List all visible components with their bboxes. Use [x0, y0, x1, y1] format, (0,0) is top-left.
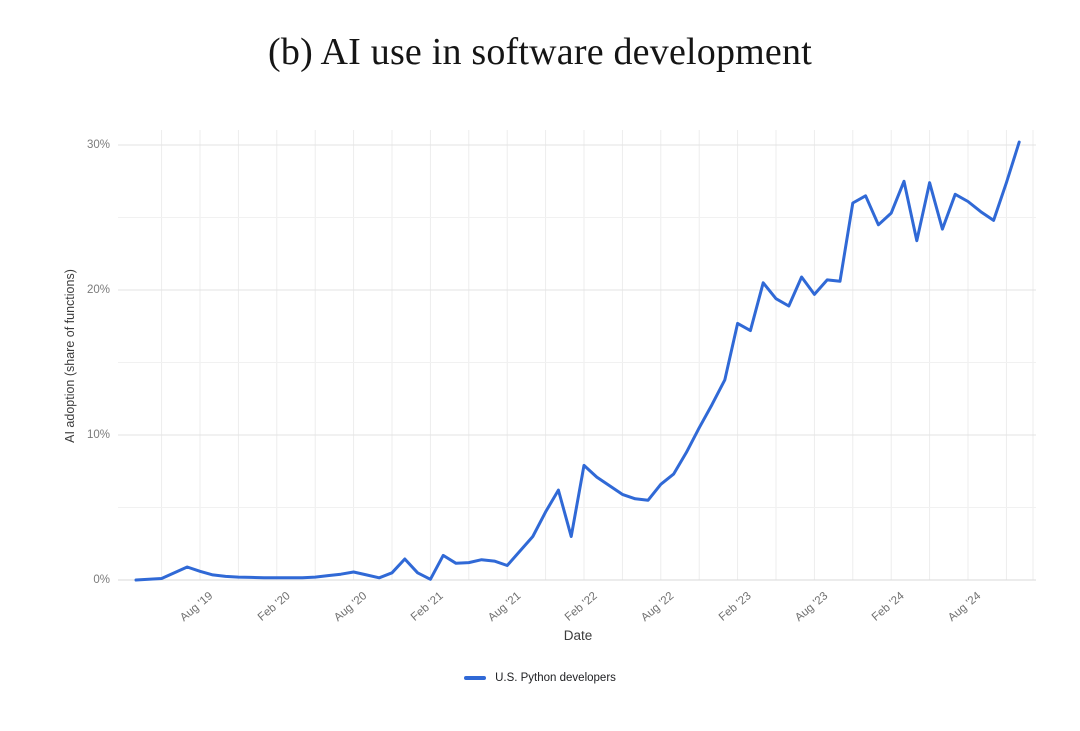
- y-tick-label: 20%: [86, 284, 110, 296]
- y-tick-label: 30%: [86, 139, 110, 151]
- x-axis-title: Date: [563, 628, 593, 643]
- y-tick-label: 10%: [86, 429, 110, 441]
- data-line-us-python-developers: [134, 140, 1021, 582]
- legend-label: U.S. Python developers: [495, 672, 616, 684]
- legend-line-swatch: [464, 676, 487, 680]
- chart-title: (b) AI use in software development: [268, 31, 812, 73]
- y-axis-title: AI adoption (share of functions): [63, 269, 77, 443]
- y-tick-label: 0%: [93, 574, 110, 586]
- legend: U.S. Python developers: [0, 672, 1080, 684]
